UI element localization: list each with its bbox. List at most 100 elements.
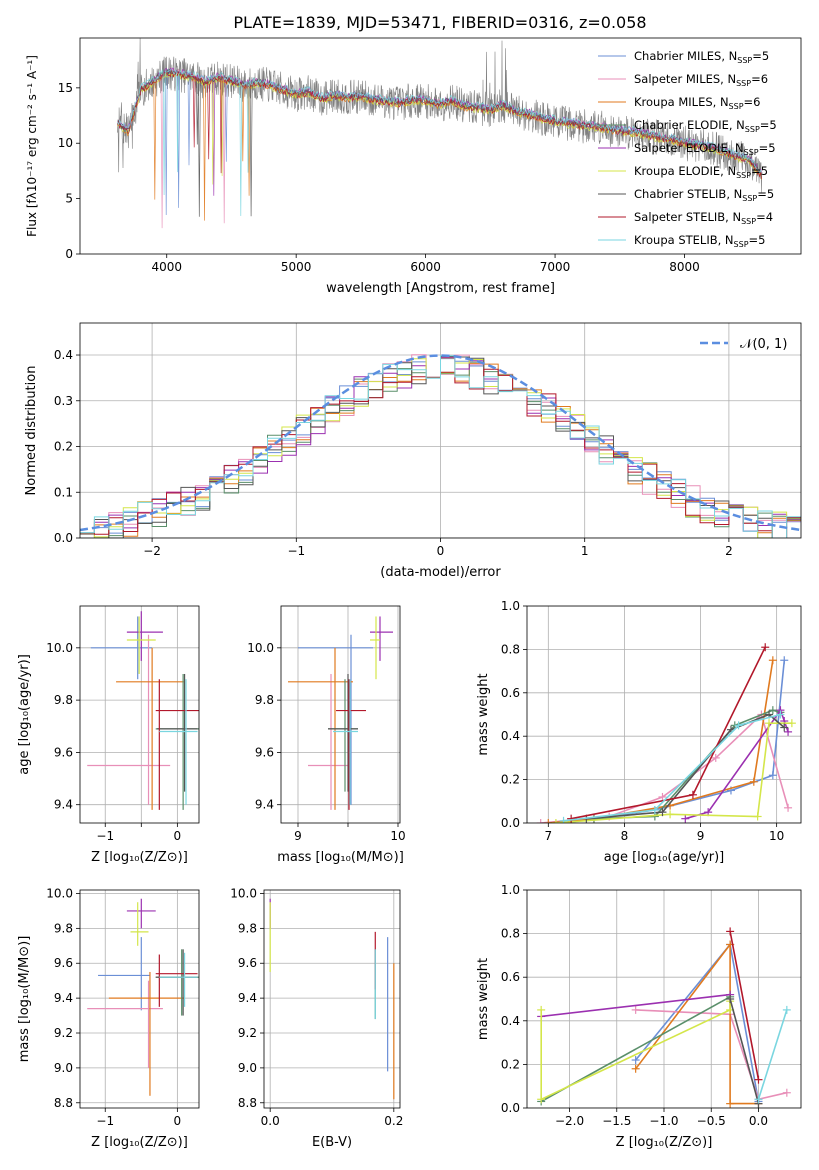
- z-vs-mass-xtick-label: 0: [174, 1114, 182, 1128]
- mass-vs-age-frame: [280, 605, 401, 824]
- z-vs-weight-ylabel: mass weight: [476, 958, 491, 1040]
- mass-vs-age-ytick-label: 9.8: [255, 693, 274, 707]
- residual-hist-ytick-label: 0.1: [54, 485, 73, 499]
- figure-title: PLATE=1839, MJD=53471, FIBERID=0316, z=0…: [233, 13, 646, 32]
- residual-hist-ytick-label: 0.0: [54, 531, 73, 545]
- mass-vs-age-plot-area: [281, 606, 400, 823]
- residual-hist-xtick-label: −2: [143, 544, 161, 558]
- mass-vs-age-xlabel: mass [log₁₀(M/M⊙)]: [277, 850, 404, 865]
- weight-series-line: [586, 713, 785, 820]
- z-vs-age-xlabel: Z [log₁₀(Z/Z⊙)]: [91, 850, 188, 865]
- legend-label: Kroupa ELODIE, NSSP=5: [634, 164, 768, 180]
- ebv-vs-mass-panel: 0.0 0.2 8.8 9.0 9.2 9.4 9.6 9.8 10.0 E(B-V): [230, 886, 403, 1150]
- residual-hist-panel: −2 −1 0 1 2 0.0 0.1 0.2 0.3 0.4 (data-model)/error…: [24, 322, 802, 580]
- z-vs-mass-ytick-label: 10.0: [46, 886, 73, 900]
- legend-label: Chabrier STELIB, NSSP=5: [634, 187, 774, 203]
- age-vs-weight-ytick-label: 0.6: [501, 686, 520, 700]
- weight-series-line: [563, 713, 781, 822]
- normal-reference-curve: [80, 354, 801, 532]
- z-vs-weight-ytick-label: 0.4: [501, 1014, 520, 1028]
- z-vs-mass-ytick-label: 9.0: [54, 1061, 73, 1075]
- legend-label: Kroupa STELIB, NSSP=5: [634, 233, 765, 249]
- z-vs-age-xtick-label: 0: [174, 829, 182, 843]
- legend-label: Kroupa MILES, NSSP=6: [634, 95, 760, 111]
- z-vs-age-ytick-label: 9.4: [54, 798, 73, 812]
- z-vs-weight-xlabel: Z [log₁₀(Z/Z⊙)]: [616, 1135, 713, 1150]
- age-vs-weight-plot-area: [527, 606, 801, 823]
- residual-hist-ytick-label: 0.4: [54, 348, 73, 362]
- z-vs-weight-panel: −2.0 −1.5 −1.0 −0.5 0.0 0.0 0.2 0.4 0.6 0.8 1.0 Z […: [476, 883, 802, 1150]
- spectrum-legend: Chabrier MILES, NSSP=5 Salpeter MILES, NS…: [598, 49, 777, 249]
- spectrum-ytick-label: 0: [65, 247, 73, 261]
- z-vs-age-ytick-label: 10.0: [46, 641, 73, 655]
- z-vs-mass-xlabel: Z [log₁₀(Z/Z⊙)]: [91, 1135, 188, 1150]
- z-vs-weight-xtick-label: −1.0: [649, 1114, 678, 1128]
- spectrum-xtick-label: 8000: [669, 260, 700, 274]
- age-vs-weight-ylabel: mass weight: [476, 673, 491, 755]
- ebv-vs-mass-ytick-label: 9.6: [238, 956, 257, 970]
- age-vs-weight-panel: 7 8 9 10 0.0 0.2 0.4 0.6 0.8 1.0 age [log₁₀(age/yr…: [476, 599, 802, 865]
- spectrum-data-line: [117, 38, 763, 193]
- ebv-vs-mass-plot-area: [264, 890, 400, 1108]
- z-vs-weight-plot-area: [527, 890, 801, 1108]
- ebv-vs-mass-ytick-label: 9.0: [238, 1061, 257, 1075]
- spectrum-model-line: [117, 68, 762, 217]
- age-vs-weight-ytick-label: 0.8: [501, 642, 520, 656]
- z-vs-weight-xtick-label: −2.0: [555, 1114, 584, 1128]
- weight-series-line: [635, 942, 759, 1105]
- ebv-vs-mass-xtick-label: 0.2: [384, 1114, 403, 1128]
- weight-series-line: [729, 931, 760, 1080]
- z-vs-mass-ytick-label: 9.6: [54, 956, 73, 970]
- z-vs-age-panel: −1 0 9.4 9.6 9.8 10.0 Z [log₁₀(Z/Z⊙)] age [log₁…: [17, 605, 200, 865]
- z-vs-age-frame: [79, 605, 200, 824]
- weight-series-line: [541, 993, 731, 1018]
- residual-hist-plot-area: [80, 323, 801, 538]
- z-vs-age-ytick-label: 9.8: [54, 693, 73, 707]
- z-vs-weight-xtick-label: −0.5: [697, 1114, 726, 1128]
- z-vs-weight-ytick-label: 0.6: [501, 970, 520, 984]
- age-vs-weight-xtick-label: 8: [621, 829, 629, 843]
- weight-series-line: [757, 1009, 788, 1100]
- z-vs-mass-ytick-label: 8.8: [54, 1096, 73, 1110]
- mass-vs-age-panel: 9 10 9.4 9.6 9.8 10.0 mass [log₁₀(M/M⊙)]: [247, 605, 406, 865]
- weight-series-line: [635, 1009, 787, 1101]
- weight-series-line: [540, 1001, 731, 1101]
- mass-vs-age-ytick-label: 10.0: [247, 641, 274, 655]
- z-vs-weight-ytick-label: 0.2: [501, 1057, 520, 1071]
- ebv-vs-mass-xlabel: E(B-V): [312, 1135, 352, 1150]
- mass-vs-age-xtick-label: 10: [390, 829, 405, 843]
- weight-series-line: [548, 660, 774, 823]
- residual-hist-xtick-label: 0: [437, 544, 445, 558]
- z-vs-mass-ylabel: mass [log₁₀(M/M⊙)]: [17, 936, 32, 1063]
- residual-hist-ytick-label: 0.2: [54, 440, 73, 454]
- spectrum-frame: [79, 37, 802, 255]
- age-vs-weight-ytick-label: 0.4: [501, 729, 520, 743]
- spectrum-ytick-label: 15: [58, 81, 73, 95]
- legend-label: Salpeter MILES, NSSP=6: [634, 72, 768, 88]
- spectrum-xtick-label: 5000: [281, 260, 312, 274]
- mass-vs-age-xtick-label: 9: [294, 829, 302, 843]
- histogram-series: [80, 355, 801, 538]
- age-vs-weight-ytick-label: 0.2: [501, 773, 520, 787]
- ebv-vs-mass-ytick-label: 9.2: [238, 1026, 257, 1040]
- z-vs-age-plot-area: [80, 606, 199, 823]
- z-vs-age-xtick-label: −1: [96, 829, 114, 843]
- mass-vs-age-ytick-label: 9.4: [255, 798, 274, 812]
- residual-hist-xtick-label: 2: [725, 544, 733, 558]
- legend-label: Chabrier ELODIE, NSSP=5: [634, 118, 777, 134]
- age-vs-weight-ytick-label: 0.0: [501, 816, 520, 830]
- age-vs-weight-ytick-label: 1.0: [501, 599, 520, 613]
- spectrum-xtick-label: 6000: [410, 260, 441, 274]
- z-vs-mass-plot-area: [80, 890, 199, 1108]
- spectrum-panel: 4000 5000 6000 7000 8000 0 5 10 15 wavelength [An…: [25, 37, 802, 296]
- ebv-vs-mass-ytick-label: 9.4: [238, 991, 257, 1005]
- ebv-vs-mass-xtick-label: 0.0: [261, 1114, 280, 1128]
- legend-label: Salpeter ELODIE, NSSP=5: [634, 141, 776, 157]
- ebv-vs-mass-ytick-label: 10.0: [230, 886, 257, 900]
- reference-legend-label: 𝒩(0, 1): [740, 337, 787, 352]
- age-vs-weight-xlabel: age [log₁₀(age/yr)]: [604, 850, 725, 865]
- z-vs-mass-frame: [79, 889, 200, 1109]
- legend-label: Chabrier MILES, NSSP=5: [634, 49, 769, 65]
- z-vs-weight-ytick-label: 0.8: [501, 927, 520, 941]
